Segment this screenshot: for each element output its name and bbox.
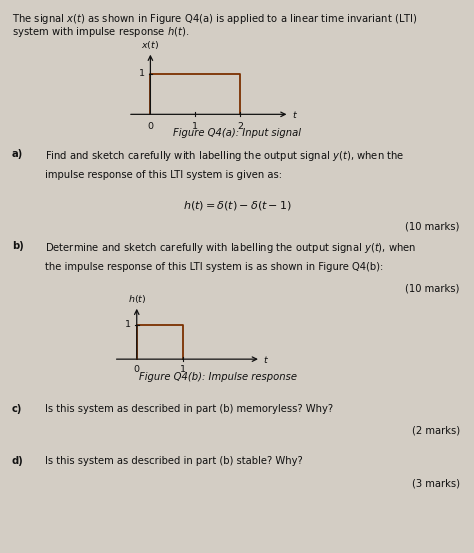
Text: b): b) <box>12 241 24 251</box>
Text: impulse response of this LTI system is given as:: impulse response of this LTI system is g… <box>45 170 282 180</box>
Text: 1: 1 <box>180 366 186 374</box>
Text: $h(t) = \delta(t) - \delta(t-1)$: $h(t) = \delta(t) - \delta(t-1)$ <box>182 199 292 212</box>
Text: 1: 1 <box>139 70 145 79</box>
Text: (10 marks): (10 marks) <box>405 283 460 293</box>
Text: $h(t)$: $h(t)$ <box>128 293 146 305</box>
Text: Figure Q4(b): Impulse response: Figure Q4(b): Impulse response <box>139 372 297 382</box>
Text: Figure Q4(a): Input signal: Figure Q4(a): Input signal <box>173 128 301 138</box>
Text: 1: 1 <box>192 122 198 131</box>
Text: 0: 0 <box>147 122 154 131</box>
Text: The signal $x(t)$ as shown in Figure Q4(a) is applied to a linear time invariant: The signal $x(t)$ as shown in Figure Q4(… <box>12 12 418 26</box>
Text: $t$: $t$ <box>263 354 269 364</box>
Text: system with impulse response $h(t)$.: system with impulse response $h(t)$. <box>12 25 189 39</box>
Text: $x(t)$: $x(t)$ <box>141 39 160 50</box>
Text: Is this system as described in part (b) memoryless? Why?: Is this system as described in part (b) … <box>45 404 333 414</box>
Text: a): a) <box>12 149 23 159</box>
Text: 0: 0 <box>134 366 140 374</box>
Text: 2: 2 <box>237 122 243 131</box>
Text: (2 marks): (2 marks) <box>411 426 460 436</box>
Text: d): d) <box>12 456 24 466</box>
Text: c): c) <box>12 404 22 414</box>
Text: Find and sketch carefully with labelling the output signal $y(t)$, when the: Find and sketch carefully with labelling… <box>45 149 404 163</box>
Text: (10 marks): (10 marks) <box>405 221 460 231</box>
Text: $t$: $t$ <box>292 109 298 120</box>
Text: (3 marks): (3 marks) <box>412 478 460 488</box>
Text: 1: 1 <box>125 320 131 329</box>
Text: Is this system as described in part (b) stable? Why?: Is this system as described in part (b) … <box>45 456 303 466</box>
Text: Determine and sketch carefully with labelling the output signal $y(t)$, when: Determine and sketch carefully with labe… <box>45 241 417 254</box>
Text: the impulse response of this LTI system is as shown in Figure Q4(b):: the impulse response of this LTI system … <box>45 262 383 272</box>
